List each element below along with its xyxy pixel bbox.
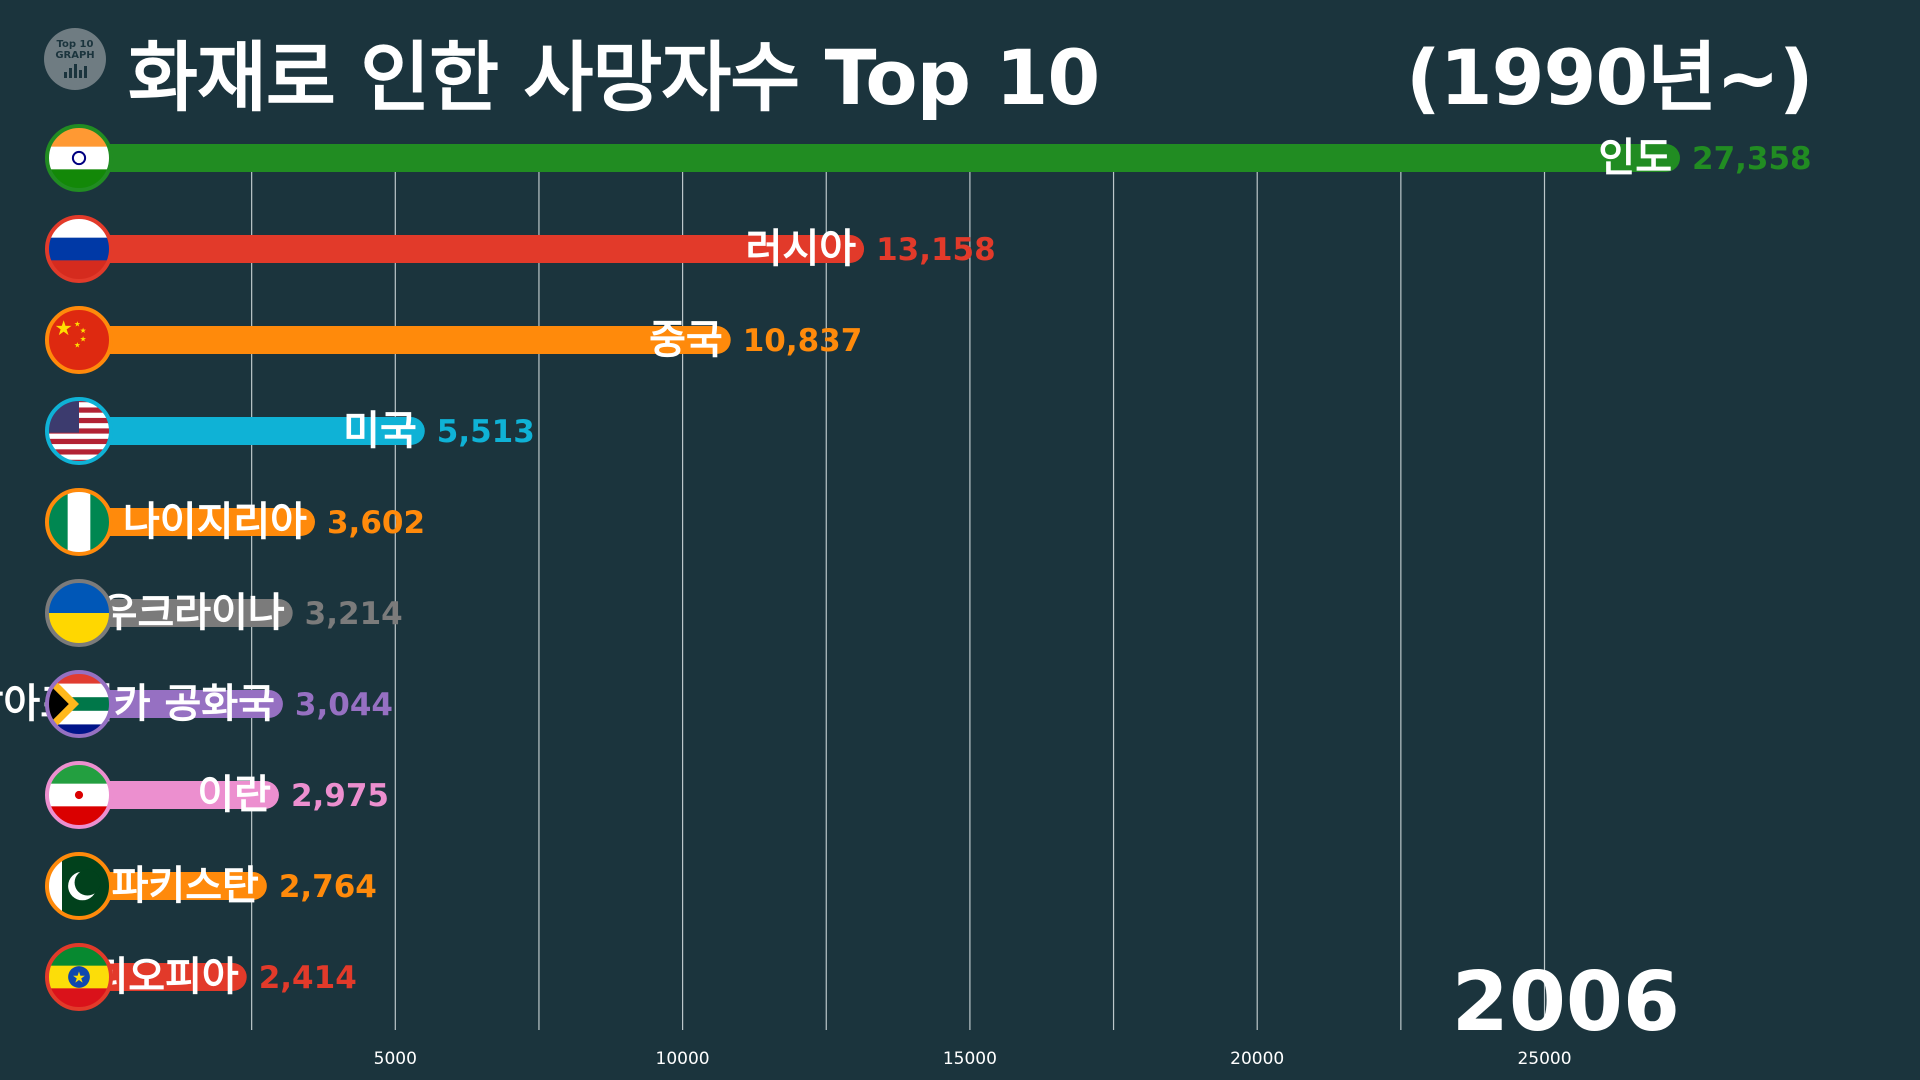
pakistan-flag-icon [48,855,110,917]
bar [96,508,315,536]
bar-value-label: 2,764 [279,869,377,905]
flag-ring [45,306,113,374]
bar-category-label: 우크라이나 [101,590,285,636]
flag-ring [45,397,113,465]
flag-ring [45,579,113,647]
bar-value-label: 10,837 [743,323,863,359]
flags: ★ ★★★★★ [45,124,113,1011]
bar [96,417,425,445]
bar [96,599,293,627]
chart-subtitle: (1990년~) [1406,33,1814,122]
bar [96,235,865,263]
flag-ring [45,852,113,920]
svg-text:★: ★ [80,326,87,335]
bar [96,326,731,354]
usa-flag-icon [48,400,110,462]
bar-category-label: 중국 [649,317,723,363]
grid-lines [251,172,1546,1030]
bars: 인도 27,358 러시아 13,158 중국 10,837 미국 5,513 나이지리아 3,6… [0,135,1812,1000]
x-tick-label: 25000 [1517,1049,1571,1069]
svg-text:★: ★ [74,319,81,328]
x-axis-ticks: 5000 10000 15000 20000 25000 [374,1049,1572,1069]
flag-ring [45,761,113,829]
bar-category-label: 이란 [197,772,271,818]
bar-category-label: 인도 [1598,135,1672,181]
x-tick-label: 20000 [1230,1049,1284,1069]
bar-value-label: 3,602 [327,505,425,541]
bar [96,781,279,809]
bar-value-label: 2,414 [259,960,357,996]
bar-category-label: 나이지리아 [123,499,307,545]
bar-value-label: 13,158 [876,232,996,268]
bar [96,690,283,718]
logo-bars-icon [63,64,87,78]
channel-logo: Top 10 GRAPH [44,28,106,90]
flag-ring [45,943,113,1011]
bar-category-label: 러시아 [746,226,857,272]
bar-category-label: 파키스탄 [112,863,259,909]
bar-value-label: 3,214 [305,596,403,632]
bar [96,872,267,900]
bar [96,144,1680,172]
x-tick-label: 15000 [943,1049,997,1069]
flag-ring [45,488,113,556]
svg-text:★: ★ [72,968,86,986]
x-tick-label: 5000 [374,1049,417,1069]
flag-ring [45,215,113,283]
bar [96,963,247,991]
bar-category-label: 미국 [343,408,417,454]
logo-text-top: Top 10 [56,39,94,50]
flag-ring [45,124,113,192]
svg-text:★: ★ [74,340,81,349]
flag-ring [45,670,113,738]
svg-text:★: ★ [55,316,73,340]
bar-category-label: 남아프리카 공화국 [0,681,275,727]
logo-text-graph: GRAPH [55,50,95,61]
x-tick-label: 10000 [656,1049,710,1069]
svg-text:★: ★ [80,335,87,344]
bar-value-label: 3,044 [295,687,393,723]
year-label: 2006 [1451,955,1680,1050]
bar-value-label: 2,975 [291,778,389,814]
chart-title: 화재로 인한 사망자수 Top 10 [128,33,1100,122]
china-flag-icon: ★ ★★★★ [48,309,110,371]
bar-value-label: 5,513 [437,414,535,450]
bar-value-label: 27,358 [1692,141,1812,177]
